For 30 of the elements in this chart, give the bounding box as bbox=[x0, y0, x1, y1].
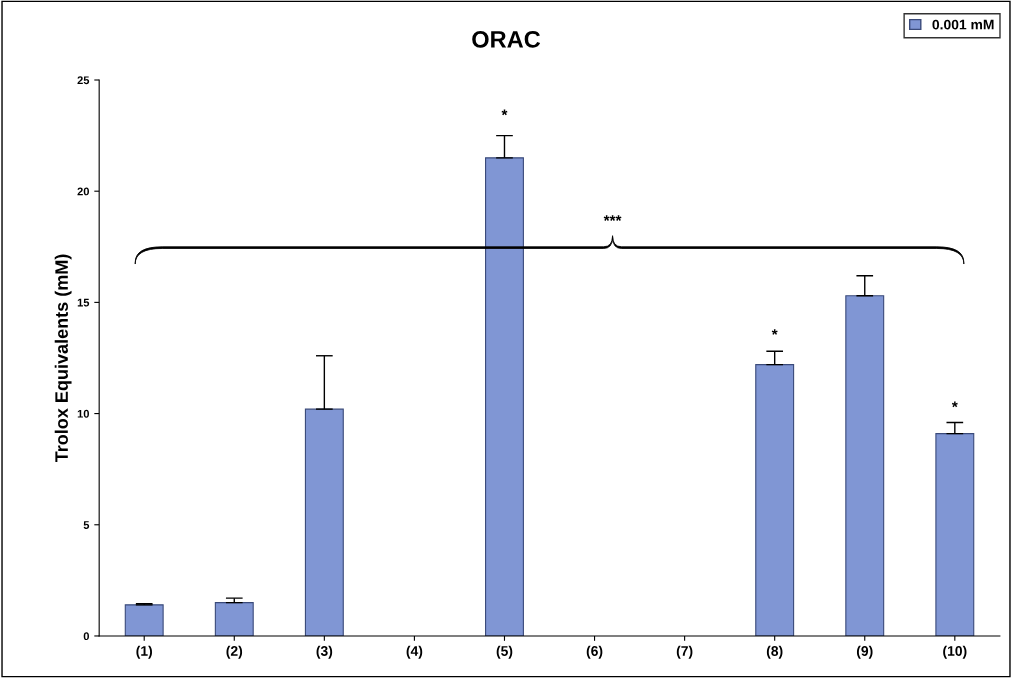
y-tick-label: 0 bbox=[83, 632, 89, 641]
x-tick-label: (4) bbox=[406, 645, 423, 659]
x-tick-label: (6) bbox=[586, 645, 603, 659]
annotation: * bbox=[501, 109, 508, 116]
bar bbox=[304, 408, 344, 636]
y-tick-label: 10 bbox=[77, 409, 89, 418]
x-tick-label: (1) bbox=[136, 645, 153, 659]
x-tick-label: (2) bbox=[226, 645, 243, 659]
x-tick-label: (7) bbox=[676, 645, 693, 659]
annotation: *** bbox=[603, 215, 622, 221]
x-tick-label: (3) bbox=[316, 645, 333, 659]
bar bbox=[485, 157, 524, 636]
y-tick-label: 25 bbox=[77, 76, 90, 85]
bar bbox=[845, 295, 885, 636]
x-tick-label: (8) bbox=[766, 645, 783, 659]
x-tick-label: (5) bbox=[496, 645, 513, 659]
bar bbox=[935, 433, 975, 636]
y-tick-label: 5 bbox=[83, 521, 90, 529]
bar bbox=[214, 602, 254, 636]
y-tick-label: 15 bbox=[77, 298, 90, 307]
bar bbox=[124, 604, 164, 636]
x-tick-label: (10) bbox=[943, 645, 967, 659]
y-axis-title: Trolox Equivalents (mM) bbox=[54, 254, 72, 463]
legend-label: 0.001 mM bbox=[932, 19, 994, 30]
chart-title: ORAC bbox=[472, 30, 541, 48]
annotation: * bbox=[771, 329, 778, 335]
bar bbox=[755, 364, 795, 636]
annotation: * bbox=[951, 401, 958, 408]
y-tick-label: 20 bbox=[77, 187, 89, 196]
x-tick-label: (9) bbox=[856, 645, 873, 659]
